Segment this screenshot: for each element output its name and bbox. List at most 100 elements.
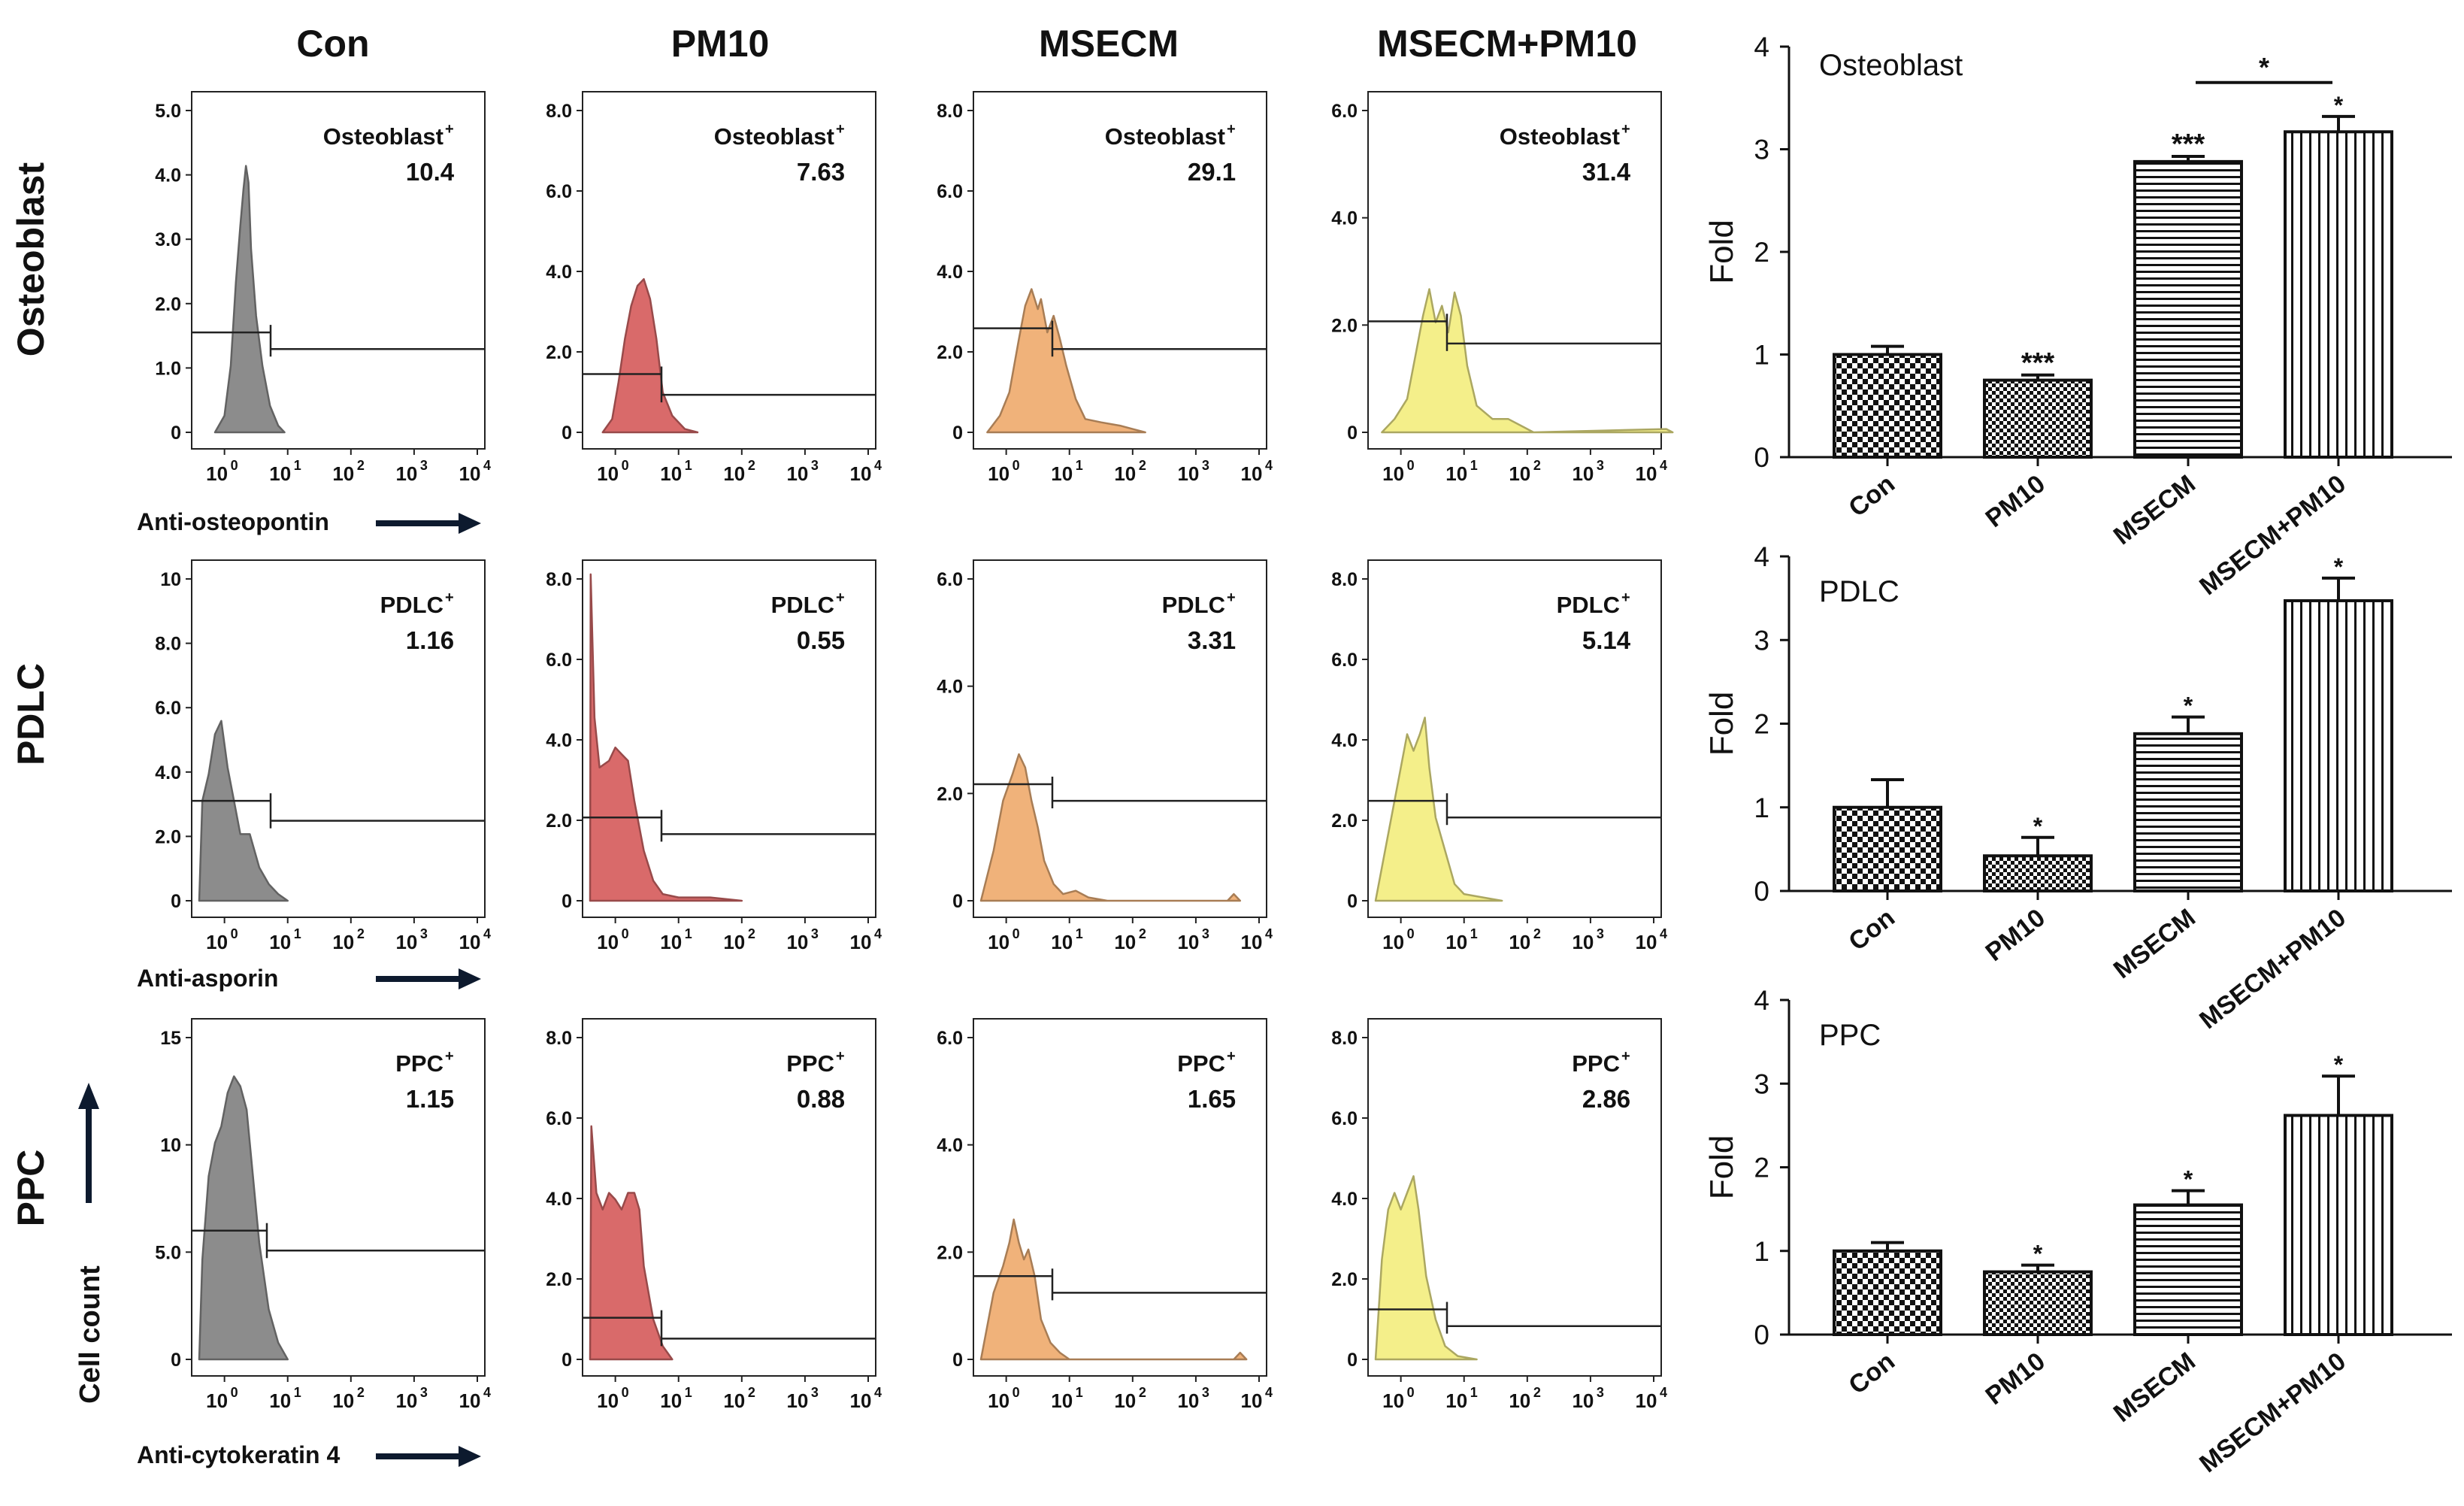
histogram-curve xyxy=(979,753,1242,902)
gate-marker-label: PDLC xyxy=(1557,592,1620,618)
y-tick-label: 6.0 xyxy=(1331,650,1358,671)
y-tick-label: 5.0 xyxy=(155,1242,181,1263)
bracket-label: * xyxy=(2259,52,2269,83)
y-tick-label: 6.0 xyxy=(937,181,963,202)
gate-marker-plus: + xyxy=(445,1048,454,1065)
x-tick-exponent: 0 xyxy=(622,1385,629,1400)
x-tick-exponent: 3 xyxy=(420,458,428,473)
y-tick-label: 8.0 xyxy=(155,634,181,655)
gate-marker-plus: + xyxy=(836,121,845,138)
gate-marker-plus: + xyxy=(1621,589,1630,606)
x-tick-label: 10 xyxy=(1241,462,1263,485)
x-tick-exponent: 4 xyxy=(1265,1385,1273,1400)
x-tick-label: 10 xyxy=(1241,1389,1263,1412)
x-tick-exponent: 4 xyxy=(874,458,882,473)
x-tick-label: 10 xyxy=(850,462,872,485)
gate-marker-label: PDLC xyxy=(771,592,834,618)
x-tick-exponent: 1 xyxy=(1076,458,1083,473)
x-tick-exponent: 0 xyxy=(1013,926,1020,941)
category-label: Con xyxy=(1843,903,1899,956)
y-tick-label: 0 xyxy=(1347,1350,1358,1371)
y-tick-label: 4.0 xyxy=(1331,208,1358,229)
histogram-curve xyxy=(1381,288,1674,434)
x-tick-exponent: 4 xyxy=(874,926,882,941)
xlabel-cytokeratin: Anti-cytokeratin 4 xyxy=(137,1441,340,1468)
category-label: MSECM+PM10 xyxy=(2194,469,2351,601)
x-tick-label: 10 xyxy=(786,1389,808,1412)
x-tick-exponent: 2 xyxy=(748,1385,755,1400)
y-tick-label: 1 xyxy=(1754,1236,1769,1267)
gate-percent-label: 0.55 xyxy=(797,626,845,654)
x-tick-label: 10 xyxy=(1051,931,1073,953)
y-tick-label: 4 xyxy=(1754,32,1769,62)
x-tick-label: 10 xyxy=(1445,462,1467,485)
column-header-con: Con xyxy=(296,23,369,65)
x-tick-label: 10 xyxy=(395,1389,417,1412)
y-tick-label: 8.0 xyxy=(937,101,963,122)
x-tick-exponent: 4 xyxy=(483,926,491,941)
x-tick-label: 10 xyxy=(723,1389,745,1412)
y-tick-label: 0 xyxy=(562,891,572,912)
x-tick-exponent: 3 xyxy=(420,1385,428,1400)
x-tick-label: 10 xyxy=(1177,931,1199,953)
y-tick-label: 15 xyxy=(160,1028,181,1049)
xlabel-osteopontin: Anti-osteopontin xyxy=(137,508,329,535)
bar xyxy=(1833,353,1942,459)
x-tick-label: 10 xyxy=(660,462,682,485)
bar xyxy=(2284,130,2393,459)
y-tick-label: 6.0 xyxy=(546,1108,572,1129)
column-header-msecm: MSECM xyxy=(1039,23,1179,65)
x-tick-exponent: 0 xyxy=(1407,458,1415,473)
y-tick-label: 8.0 xyxy=(546,1028,572,1049)
y-tick-label: 3.0 xyxy=(155,229,181,250)
y-tick-label: 2.0 xyxy=(546,342,572,363)
y-tick-label: 4.0 xyxy=(155,165,181,186)
x-tick-label: 10 xyxy=(1114,1389,1136,1412)
y-tick-label: 0 xyxy=(1754,1320,1769,1350)
x-tick-exponent: 4 xyxy=(1660,1385,1667,1400)
x-tick-exponent: 0 xyxy=(1013,1385,1020,1400)
histogram-curve xyxy=(986,288,1146,434)
gate-marker-label: PPC xyxy=(786,1050,834,1077)
x-tick-label: 10 xyxy=(723,931,745,953)
gate-percent-label: 10.4 xyxy=(406,158,455,186)
x-tick-exponent: 1 xyxy=(685,458,692,473)
y-tick-label: 4.0 xyxy=(546,730,572,751)
y-tick-label: 4.0 xyxy=(937,262,963,283)
chart-title: PPC xyxy=(1819,1019,1881,1052)
gate-marker-plus: + xyxy=(1227,1048,1236,1065)
x-tick-label: 10 xyxy=(1445,931,1467,953)
gate-percent-label: 1.65 xyxy=(1188,1085,1236,1113)
category-label: MSECM xyxy=(2108,469,2201,550)
x-tick-label: 10 xyxy=(597,931,619,953)
x-tick-label: 10 xyxy=(1572,462,1594,485)
x-tick-label: 10 xyxy=(1445,1389,1467,1412)
y-tick-label: 6.0 xyxy=(1331,101,1358,122)
yaxis-label-cell-count: Cell count xyxy=(74,1265,106,1404)
x-tick-exponent: 4 xyxy=(1660,458,1667,473)
gate-percent-label: 2.86 xyxy=(1582,1085,1630,1113)
gate-percent-label: 1.15 xyxy=(406,1085,454,1113)
x-tick-exponent: 1 xyxy=(1076,926,1083,941)
y-tick-label: 8.0 xyxy=(1331,569,1358,590)
x-tick-exponent: 2 xyxy=(1139,1385,1146,1400)
histogram-curve xyxy=(1374,717,1503,902)
x-tick-label: 10 xyxy=(850,931,872,953)
x-tick-exponent: 1 xyxy=(1076,1385,1083,1400)
x-tick-label: 10 xyxy=(332,931,354,953)
x-tick-exponent: 3 xyxy=(1597,1385,1604,1400)
histogram-curve xyxy=(213,165,286,434)
gate-percent-label: 5.14 xyxy=(1582,626,1631,654)
x-tick-exponent: 1 xyxy=(294,1385,301,1400)
x-tick-exponent: 3 xyxy=(811,458,819,473)
x-tick-exponent: 3 xyxy=(420,926,428,941)
histogram-curve xyxy=(198,1075,289,1361)
bar xyxy=(1833,1249,1942,1336)
